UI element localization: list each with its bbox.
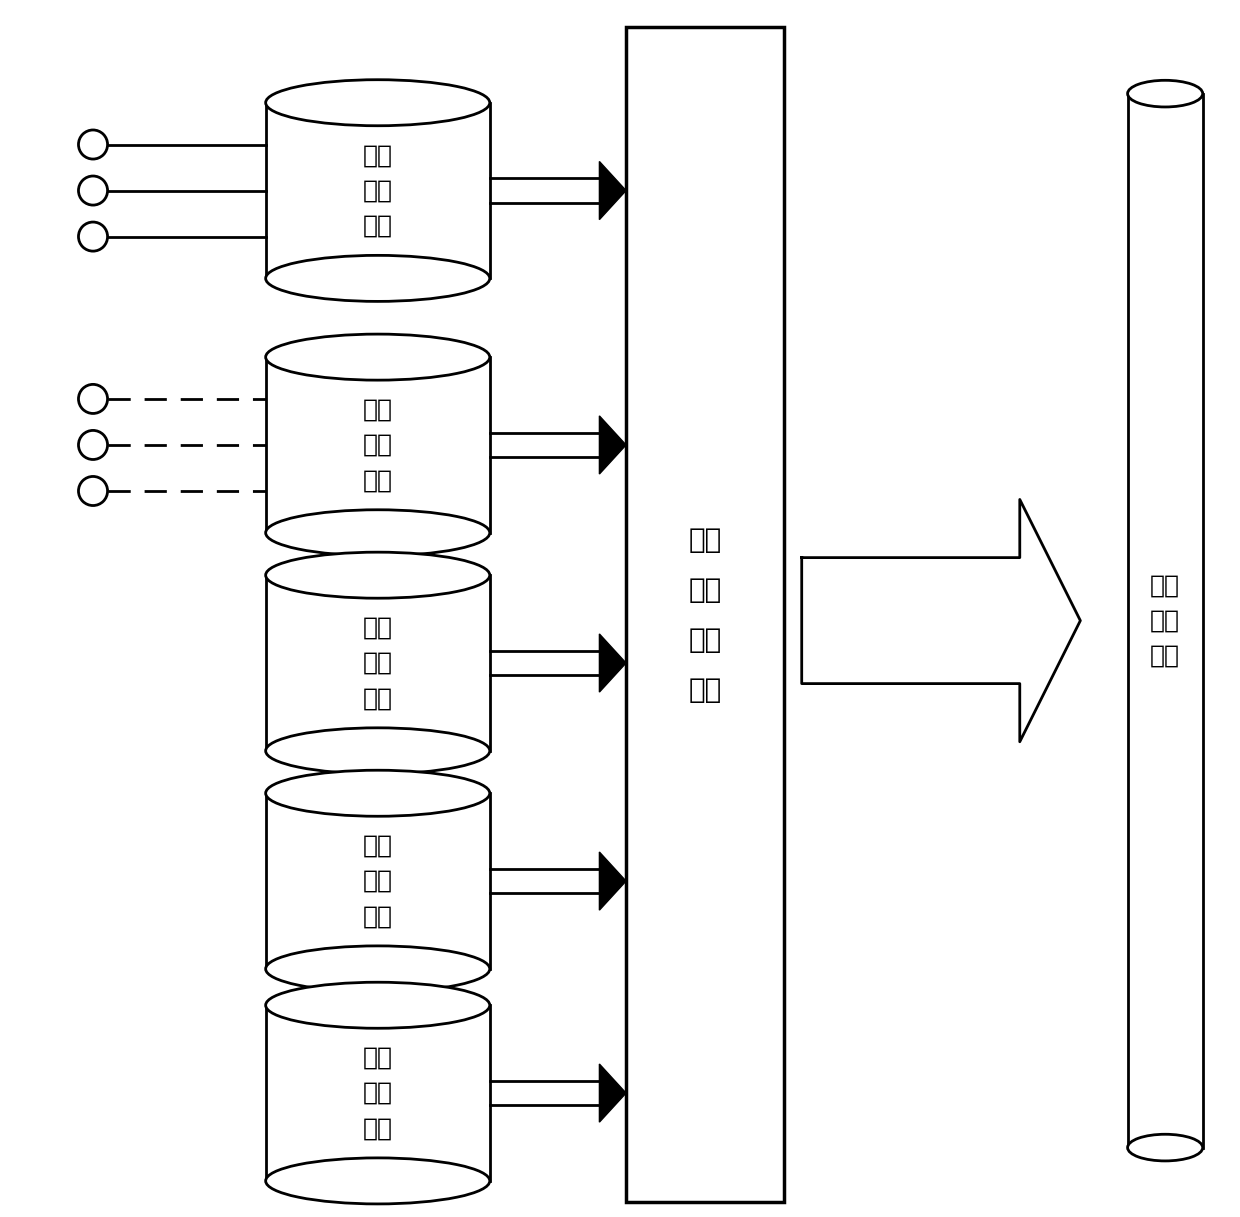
Text: 本机
输入
向量: 本机 输入 向量 [363,144,393,239]
Polygon shape [599,852,626,910]
Ellipse shape [265,946,490,992]
Bar [265,793,490,969]
Ellipse shape [265,1157,490,1204]
Text: 逻辑
输入
向量: 逻辑 输入 向量 [1151,573,1180,668]
Bar [265,102,490,279]
Ellipse shape [265,770,490,817]
Polygon shape [802,499,1080,741]
Polygon shape [599,1064,626,1122]
Ellipse shape [1127,1134,1203,1161]
Bar [626,27,784,1202]
Polygon shape [599,162,626,219]
Ellipse shape [265,256,490,302]
Bar [265,576,490,751]
Text: 远程
输入
向量: 远程 输入 向量 [363,398,393,493]
Ellipse shape [265,728,490,774]
Bar [265,357,490,533]
Bar [1127,94,1203,1148]
Ellipse shape [1127,80,1203,107]
Bar [265,1005,490,1180]
Ellipse shape [265,79,490,125]
Polygon shape [599,634,626,692]
Ellipse shape [265,510,490,556]
Text: 软件
控制
向量: 软件 控制 向量 [363,834,393,929]
Ellipse shape [265,982,490,1028]
Text: 定时
输出
向量: 定时 输出 向量 [363,616,393,711]
Polygon shape [599,416,626,475]
Text: 逻辑
输出
向量: 逻辑 输出 向量 [363,1045,393,1140]
Text: 逻辑
输入
映射
矩阵: 逻辑 输入 映射 矩阵 [688,526,722,703]
Ellipse shape [265,335,490,380]
Ellipse shape [265,553,490,599]
